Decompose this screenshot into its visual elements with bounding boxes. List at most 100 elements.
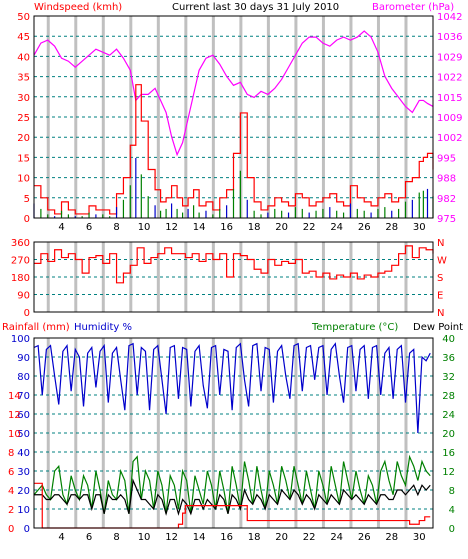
rainfall-tick-label: 12 [8,410,21,421]
climate-panel-day-band [404,338,408,528]
day-tick-label: 24 [330,222,343,233]
direction-panel-day-band [404,242,408,312]
direction-degree-tick-label: 360 [11,238,30,249]
direction-degree-tick-label: 270 [11,256,30,267]
direction-panel-day-band [74,242,78,312]
chart-title: Current last 30 days 31 July 2010 [172,2,339,13]
temperature-tick-label: 32 [442,372,455,383]
rainfall-tick-label: 8 [8,448,14,459]
humidity-tick-label: 80 [17,372,30,383]
climate-panel-day-band [349,338,353,528]
wind-panel-frame [33,15,434,219]
rainfall-tick-label: 4 [8,486,14,497]
direction-panel-day-band [211,242,215,312]
day-tick-label: 12 [165,222,178,233]
temperature-tick-label: 16 [442,448,455,459]
day-tick-label: 26 [358,222,371,233]
barometer-tick-label: 1022 [437,73,462,84]
direction-panel-day-band [156,242,160,312]
climate-panel-day-band [294,338,298,528]
windspeed-tick-label: 25 [17,113,30,124]
temperature-tick-label: 40 [442,334,455,345]
wind-panel-day-band [404,16,408,218]
windspeed-axis-title: Windspeed (kmh) [34,2,122,13]
wind-panel-day-band [156,16,160,218]
humidity-axis-title: Humidity % [74,322,132,333]
day-tick-label: 22 [303,532,316,543]
windspeed-tick-label: 50 [17,12,30,23]
humidity-tick-label: 0 [24,524,30,535]
humidity-tick-label: 10 [17,505,30,516]
chart-tick-labels: 0510152025303540455097598298899510021009… [8,12,462,543]
day-tick-label: 30 [413,222,426,233]
temperature-tick-label: 24 [442,410,455,421]
windspeed-tick-label: 10 [17,174,30,185]
barometer-tick-label: 988 [437,174,456,185]
day-tick-label: 10 [138,532,151,543]
rainfall-tick-label: 2 [8,505,14,516]
direction-compass-tick-label: W [437,256,447,267]
humidity-tick-label: 90 [17,353,30,364]
day-tick-label: 4 [58,222,64,233]
day-tick-label: 8 [113,532,119,543]
direction-compass-tick-label: N [437,308,444,319]
humidity-tick-label: 30 [17,467,30,478]
rainfall-tick-label: 14 [8,391,21,402]
direction-panel-day-band [101,242,105,312]
barometer-tick-label: 1009 [437,113,462,124]
humidity-tick-label: 60 [17,410,30,421]
barometer-tick-label: 982 [437,194,456,205]
day-tick-label: 14 [193,222,206,233]
climate-panel-frame [33,337,434,529]
temperature-tick-label: 0 [449,524,455,535]
chart-series [33,30,434,529]
temperature-axis-title: Temperature (°C) [311,322,398,333]
wind-panel-day-band [294,16,298,218]
temperature-tick-label: 20 [442,429,455,440]
barometer-line [33,30,434,157]
dewpoint-axis-title: Dew Point [413,322,463,333]
barometer-tick-label: 1015 [437,93,462,104]
direction-degree-tick-label: 90 [17,291,30,302]
climate-panel-day-band [156,338,160,528]
temperature-tick-label: 12 [442,467,455,478]
direction-panel-day-band [294,242,298,312]
day-tick-label: 14 [193,532,206,543]
windspeed-tick-label: 15 [17,153,30,164]
windspeed-tick-label: 35 [17,73,30,84]
direction-compass-tick-label: S [437,273,443,284]
direction-panel-frame [33,241,434,313]
windspeed-tick-label: 0 [24,214,30,225]
day-tick-label: 8 [113,222,119,233]
climate-panel-day-band [211,338,215,528]
chart-frames [33,15,434,529]
rainfall-axis-title: Rainfall (mm) [2,322,70,333]
climate-panel-day-band [74,338,78,528]
barometer-tick-label: 1042 [437,12,462,23]
barometer-tick-label: 975 [437,214,456,225]
day-tick-label: 20 [275,222,288,233]
day-tick-label: 28 [385,532,398,543]
wind-panel-day-band [101,16,105,218]
day-tick-label: 18 [248,222,261,233]
barometer-tick-label: 1002 [437,133,462,144]
rainfall-tick-label: 0 [8,524,14,535]
windspeed-tick-label: 5 [24,194,30,205]
day-tick-label: 6 [86,532,92,543]
barometer-tick-label: 1036 [437,32,462,43]
day-tick-label: 18 [248,532,261,543]
direction-compass-tick-label: E [437,291,443,302]
windspeed-tick-label: 40 [17,52,30,63]
wind-direction-line [34,245,434,284]
day-tick-label: 30 [413,532,426,543]
wind-panel-day-band [349,16,353,218]
day-tick-label: 24 [330,532,343,543]
day-tick-label: 6 [86,222,92,233]
dewpoint-line [34,478,431,516]
windspeed-line [34,84,434,215]
humidity-tick-label: 100 [11,334,30,345]
wind-panel-day-band [211,16,215,218]
temperature-tick-label: 8 [449,486,455,497]
direction-degree-tick-label: 0 [24,308,30,319]
